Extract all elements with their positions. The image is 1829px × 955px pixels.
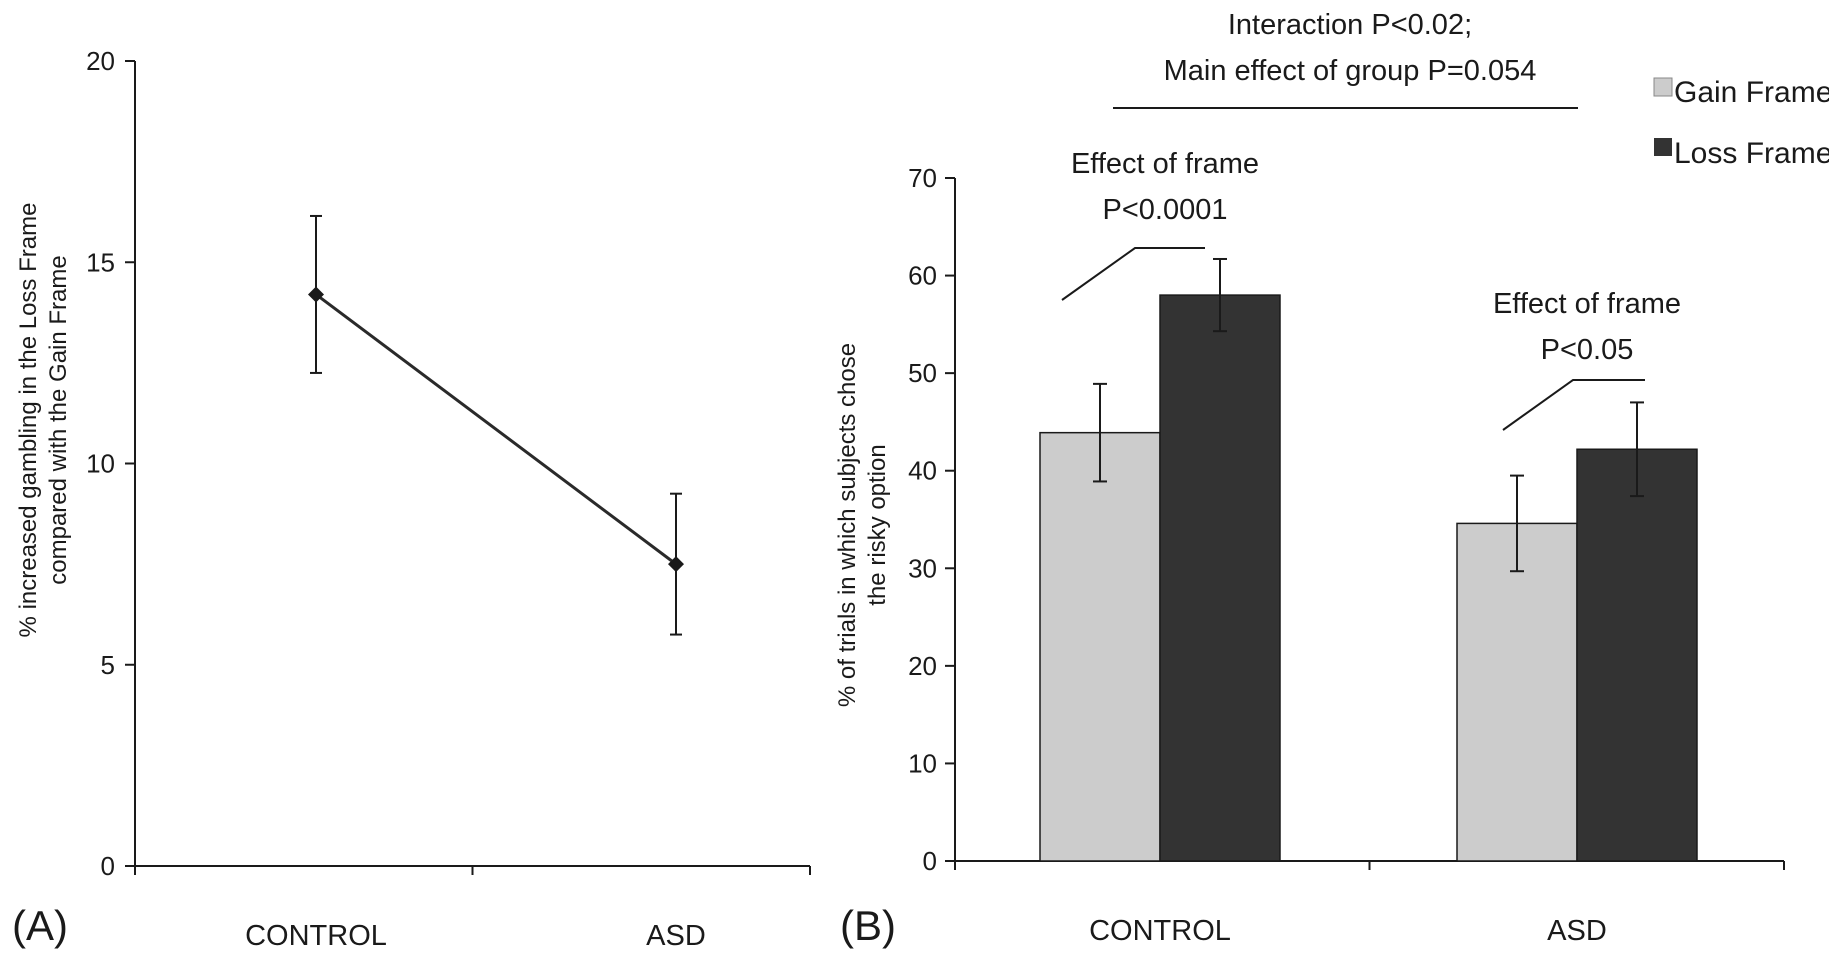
control-effect-annotation-line1: Effect of frame: [1071, 148, 1259, 180]
panel-b-y-tick-label-60: 60: [908, 261, 937, 291]
bar-loss-control: [1159, 294, 1281, 862]
panel-a-line-chart: (A) % increased gambling in the Loss Fra…: [12, 46, 811, 952]
panel-a-series-line: [315, 293, 677, 566]
interaction-annotation-line1: Interaction P<0.02;: [1228, 9, 1472, 41]
panel-a-y-tick-label-20: 20: [86, 46, 115, 76]
panel-a-category-label-asd: ASD: [646, 920, 706, 952]
panel-b-bars: [1039, 257, 1698, 862]
legend: Gain Frame Loss Frame: [1653, 76, 1829, 170]
asd-effect-annotation-line2: P<0.05: [1541, 334, 1634, 366]
panel-b-y-tick-label-30: 30: [908, 553, 937, 583]
asd-effect-bracket: [1502, 379, 1645, 431]
panel-a-x-categories: CONTROL ASD: [245, 920, 706, 952]
legend-label-loss: Loss Frame: [1674, 137, 1829, 170]
panel-b-ylabel-line2: the risky option: [864, 444, 891, 605]
panel-a-y-tick-label-15: 15: [86, 247, 115, 277]
panel-b-label: (B): [840, 902, 896, 949]
panel-b-y-tick-label-70: 70: [908, 163, 937, 193]
panel-b-y-tick-label-10: 10: [908, 748, 937, 778]
asd-effect-annotation-line1: Effect of frame: [1493, 288, 1681, 320]
panel-a-category-label-control: CONTROL: [245, 920, 387, 952]
panel-b-ylabel-line1: % of trials in which subjects chose: [834, 343, 861, 707]
control-effect-bracket: [1061, 247, 1205, 301]
bar-loss-asd: [1576, 448, 1698, 862]
panel-b-y-tick-label-20: 20: [908, 651, 937, 681]
panel-b-y-tick-label-50: 50: [908, 358, 937, 388]
panel-a-y-tick-label-5: 5: [101, 650, 115, 680]
panel-b-category-label-asd: ASD: [1547, 915, 1607, 947]
panel-a-y-tick-label-0: 0: [101, 851, 115, 881]
legend-swatch-gain: [1653, 77, 1673, 97]
legend-label-gain: Gain Frame: [1674, 76, 1829, 109]
bar-gain-asd: [1456, 522, 1578, 862]
control-effect-annotation-line2: P<0.0001: [1103, 194, 1228, 226]
legend-swatch-loss: [1654, 138, 1672, 156]
panel-b-category-label-control: CONTROL: [1089, 915, 1231, 947]
panel-a-plot-area: [308, 214, 684, 636]
panel-a-label: (A): [12, 902, 68, 949]
panel-b-y-ticks: 0 10 20 30 40 50 60 70: [908, 163, 955, 876]
panel-a-axes: [134, 61, 811, 875]
panel-a-y-ticks: 0 5 10 15 20: [86, 46, 135, 881]
interaction-annotation-line2: Main effect of group P=0.054: [1164, 55, 1537, 87]
panel-b-x-categories: CONTROL ASD: [1089, 915, 1607, 947]
panel-b-y-tick-label-40: 40: [908, 456, 937, 486]
panel-a-data-point-1: [668, 556, 684, 573]
panel-a-ylabel-line1: % increased gambling in the Loss Frame: [15, 203, 42, 638]
bar-gain-control: [1039, 431, 1161, 862]
panel-b-y-tick-label-0: 0: [923, 846, 937, 876]
panel-a-y-tick-label-10: 10: [86, 449, 115, 479]
panel-a-ylabel-line2: compared with the Gain Frame: [45, 255, 72, 584]
panel-a-data-point-0: [308, 286, 324, 303]
panel-b-bar-chart: (B) % of trials in which subjects chose …: [834, 9, 1829, 949]
